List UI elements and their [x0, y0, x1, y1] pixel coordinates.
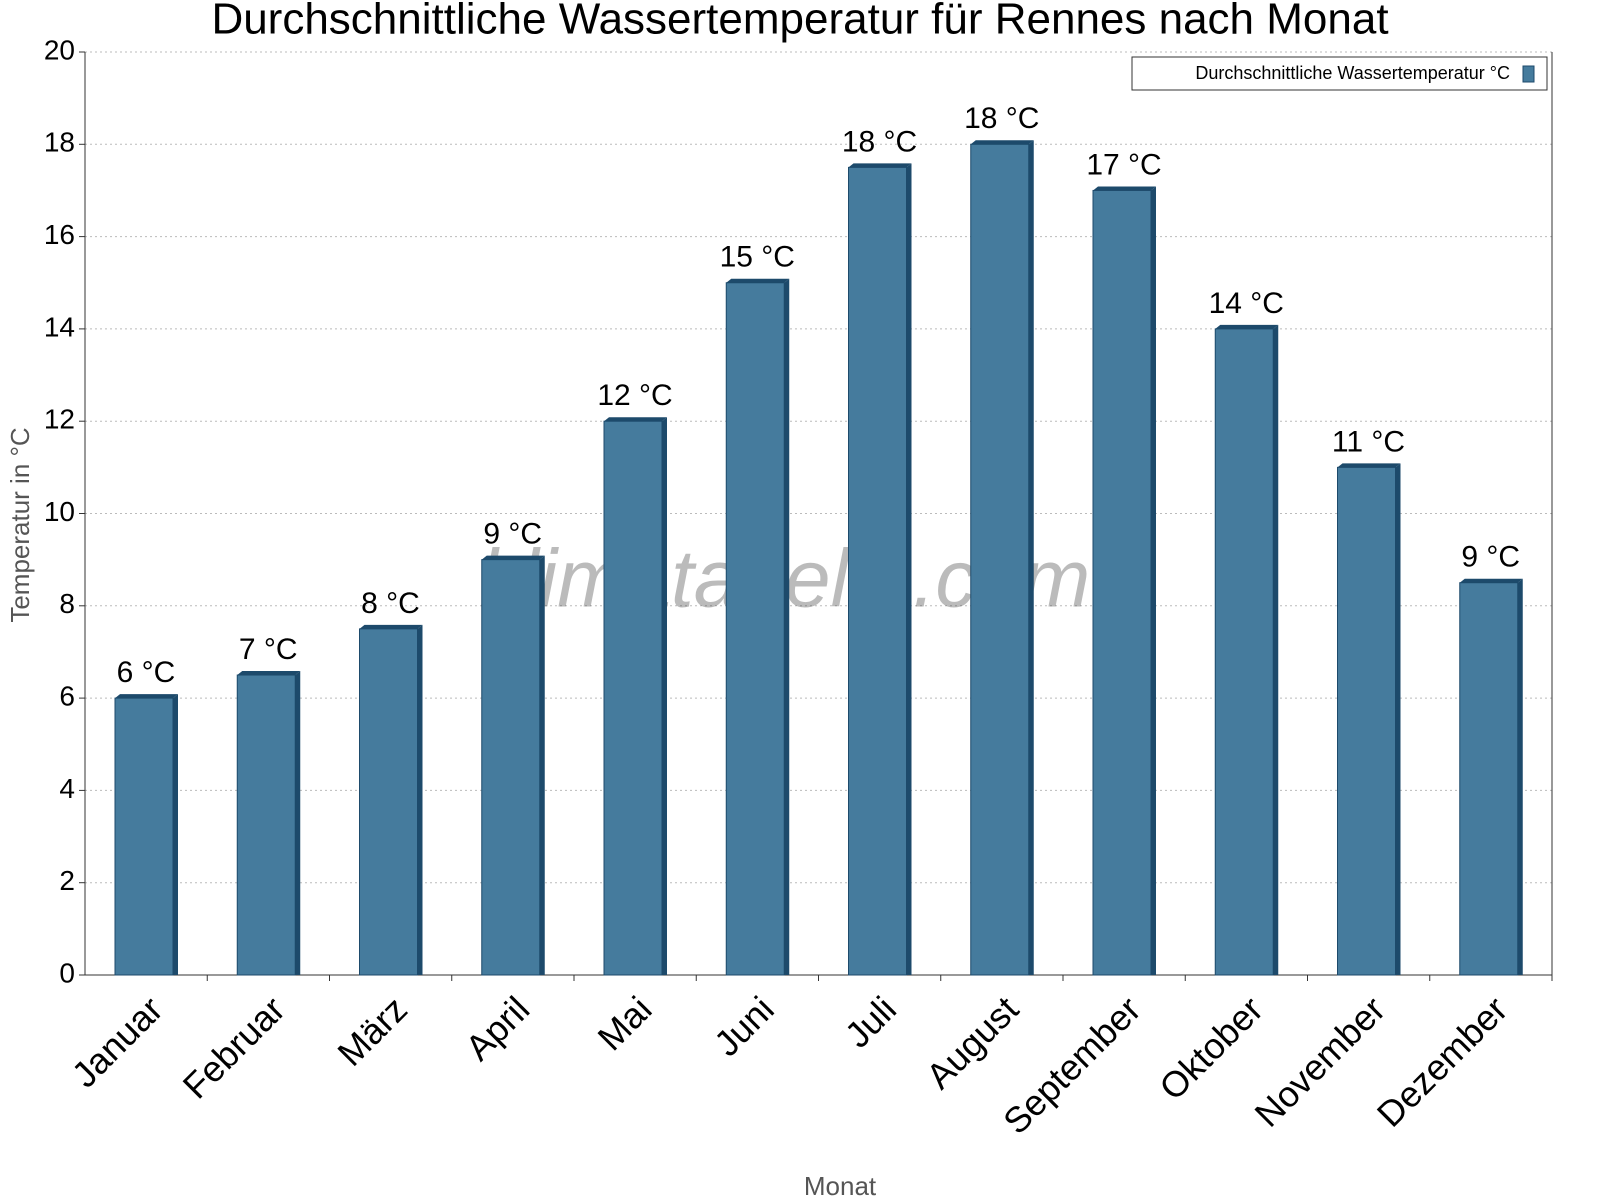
bar-top — [726, 278, 790, 283]
legend-label: Durchschnittliche Wassertemperatur °C — [1195, 63, 1510, 83]
bar-top — [1337, 463, 1401, 468]
bar — [1092, 189, 1152, 976]
bar-side — [1395, 463, 1401, 975]
x-tick-label: Mai — [589, 988, 659, 1058]
y-tick-label: 4 — [59, 773, 75, 804]
y-tick-label: 18 — [44, 127, 75, 158]
data-label: 18 °C — [842, 125, 917, 158]
y-tick-label: 8 — [59, 588, 75, 619]
data-label: 9 °C — [1461, 541, 1520, 574]
y-tick-label: 14 — [44, 311, 75, 342]
bar-side — [539, 555, 545, 975]
legend: Durchschnittliche Wassertemperatur °C — [1131, 56, 1548, 91]
bar-side — [1151, 186, 1156, 975]
y-tick-label: 12 — [44, 404, 75, 435]
bar-top — [848, 163, 912, 168]
data-label: 18 °C — [964, 102, 1039, 135]
data-label: 6 °C — [117, 656, 176, 689]
bar — [1214, 328, 1274, 976]
bar — [848, 166, 907, 976]
bar-side — [784, 278, 790, 975]
bar-side — [906, 163, 912, 975]
bar-top — [359, 624, 423, 629]
y-tick-label: 2 — [59, 865, 75, 896]
legend-box — [1131, 56, 1548, 91]
y-tick-label: 0 — [59, 957, 75, 988]
bar — [1337, 466, 1396, 976]
bar-top — [1215, 324, 1279, 329]
y-tick-label: 20 — [44, 34, 75, 65]
bar — [236, 674, 296, 976]
bar-top — [237, 671, 301, 676]
y-tick-label: 6 — [59, 680, 75, 711]
bar-top — [115, 694, 178, 699]
x-tick-label: Juni — [706, 988, 782, 1064]
bar — [603, 420, 663, 976]
bar-side — [1273, 324, 1279, 975]
data-label: 17 °C — [1086, 148, 1161, 181]
chart-title: Durchschnittliche Wassertemperatur für R… — [211, 0, 1388, 44]
data-label: 14 °C — [1209, 287, 1284, 320]
bar-side — [295, 671, 301, 975]
bar — [114, 697, 174, 976]
x-tick-label: April — [457, 988, 537, 1068]
x-tick-label: Juli — [837, 988, 904, 1055]
x-tick-label: August — [918, 988, 1026, 1096]
x-tick-label: Februar — [175, 988, 293, 1106]
y-tick-label: 16 — [44, 219, 75, 250]
bar-side — [662, 417, 667, 975]
bar-side — [173, 694, 178, 975]
y-axis-title: Temperatur in °C — [5, 427, 35, 622]
data-label: 12 °C — [597, 379, 672, 412]
bar-top — [604, 417, 667, 422]
bar — [970, 143, 1030, 976]
bar-top — [970, 140, 1034, 145]
x-tick-label: März — [329, 988, 415, 1074]
bar — [725, 282, 785, 976]
data-label: 8 °C — [361, 587, 420, 620]
data-label: 7 °C — [239, 633, 298, 666]
bar-top — [1093, 186, 1156, 191]
bar — [1459, 582, 1519, 976]
x-tick-label: Januar — [64, 988, 171, 1095]
data-label: 11 °C — [1332, 425, 1405, 458]
data-label: 15 °C — [720, 241, 795, 274]
legend-swatch — [1522, 65, 1535, 83]
bar-top — [1459, 578, 1523, 583]
bar-side — [1028, 140, 1034, 976]
bar-side — [1517, 578, 1523, 975]
x-axis-title: Monat — [804, 1171, 877, 1200]
bar-side — [417, 624, 423, 975]
x-tick-label: November — [1247, 988, 1393, 1134]
x-tick-label: Oktober — [1151, 988, 1271, 1108]
bar-top — [481, 555, 545, 560]
data-label: 9 °C — [483, 518, 542, 551]
x-tick-label: Dezember — [1369, 988, 1515, 1134]
y-tick-label: 10 — [44, 496, 75, 527]
bar — [481, 559, 541, 976]
bar — [359, 628, 418, 976]
